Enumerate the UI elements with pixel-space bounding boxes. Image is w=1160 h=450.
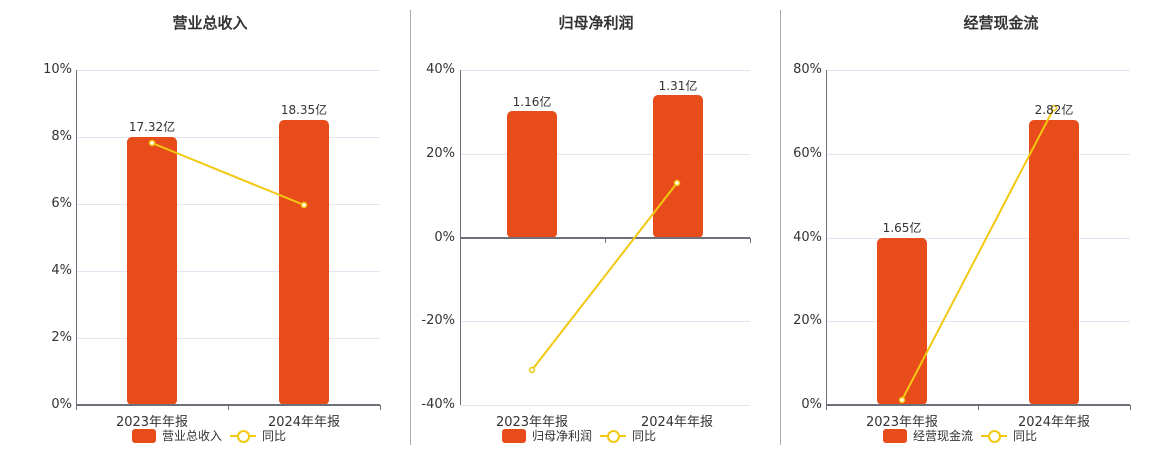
divider	[410, 10, 411, 445]
x-tick: 2023年年报	[495, 415, 569, 430]
legend-bar-swatch[interactable]	[132, 428, 156, 443]
y-tick: 20%	[426, 146, 455, 161]
legend-line-label[interactable]: 同比	[1013, 429, 1038, 443]
y-tick: 6%	[51, 196, 72, 211]
bar-label: 2.82亿	[1034, 103, 1074, 117]
bar-label: 1.65亿	[882, 221, 922, 235]
y-tick: 0%	[51, 397, 72, 412]
chart-panel-revenue: 营业总收入 10% 8% 6% 4% 2% 0% 17.32亿 18.35亿 2…	[0, 0, 410, 450]
legend-bar-label[interactable]: 经营现金流	[913, 429, 974, 443]
chart-title: 经营现金流	[963, 14, 1039, 32]
x-tick: 2023年年报	[115, 415, 189, 430]
y-tick: 60%	[793, 146, 822, 161]
y-tick: 80%	[793, 62, 822, 77]
bar-2023	[877, 238, 927, 405]
y-tick: 10%	[43, 62, 72, 77]
y-tick: 4%	[51, 263, 72, 278]
legend-bar-swatch[interactable]	[502, 428, 526, 443]
y-tick: -20%	[421, 313, 455, 328]
chart-plot	[460, 70, 751, 406]
bar-label: 17.32亿	[128, 120, 176, 134]
bar-label: 1.31亿	[658, 79, 698, 93]
bar-2024	[653, 95, 703, 238]
legend-line-label[interactable]: 同比	[632, 429, 657, 443]
legend: 营业总收入 同比	[132, 427, 286, 444]
bar-2023	[127, 137, 177, 405]
y-tick: 2%	[51, 330, 72, 345]
bar-2023	[507, 111, 557, 238]
legend-line-swatch[interactable]	[981, 429, 1008, 443]
chart-panel-net-profit: 归母净利润 40% 20% 0% -20% -40% 1.16亿 1.31亿 2…	[411, 0, 781, 450]
legend-line-swatch[interactable]	[600, 429, 627, 443]
y-tick: 0%	[434, 230, 455, 245]
y-tick: 0%	[801, 397, 822, 412]
x-tick: 2024年年报	[640, 415, 714, 430]
bar-label: 18.35亿	[280, 103, 328, 117]
bar-2024	[1029, 120, 1079, 405]
chart-panel-operating-cash-flow: 经营现金流 80% 60% 40% 20% 0% 1.65亿 2.82亿 202…	[781, 0, 1160, 450]
legend-bar-swatch[interactable]	[883, 428, 907, 443]
legend: 归母净利润 同比	[502, 427, 656, 444]
legend-line-swatch[interactable]	[230, 429, 257, 443]
legend-line-label[interactable]: 同比	[262, 429, 287, 443]
y-tick: -40%	[421, 397, 455, 412]
chart-plot	[826, 70, 1131, 410]
chart-plot	[76, 70, 381, 410]
y-tick: 8%	[51, 129, 72, 144]
y-tick: 40%	[793, 230, 822, 245]
x-tick: 2024年年报	[1017, 415, 1091, 430]
x-tick: 2024年年报	[267, 415, 341, 430]
y-tick: 40%	[426, 62, 455, 77]
chart-title: 营业总收入	[172, 14, 248, 32]
legend-bar-label[interactable]: 归母净利润	[532, 429, 593, 443]
divider	[780, 10, 781, 445]
y-tick: 20%	[793, 313, 822, 328]
legend-bar-label[interactable]: 营业总收入	[162, 429, 223, 443]
chart-title: 归母净利润	[558, 14, 634, 32]
bar-label: 1.16亿	[512, 95, 552, 109]
x-tick: 2023年年报	[865, 415, 939, 430]
bar-2024	[279, 120, 329, 405]
legend: 经营现金流 同比	[883, 427, 1037, 444]
